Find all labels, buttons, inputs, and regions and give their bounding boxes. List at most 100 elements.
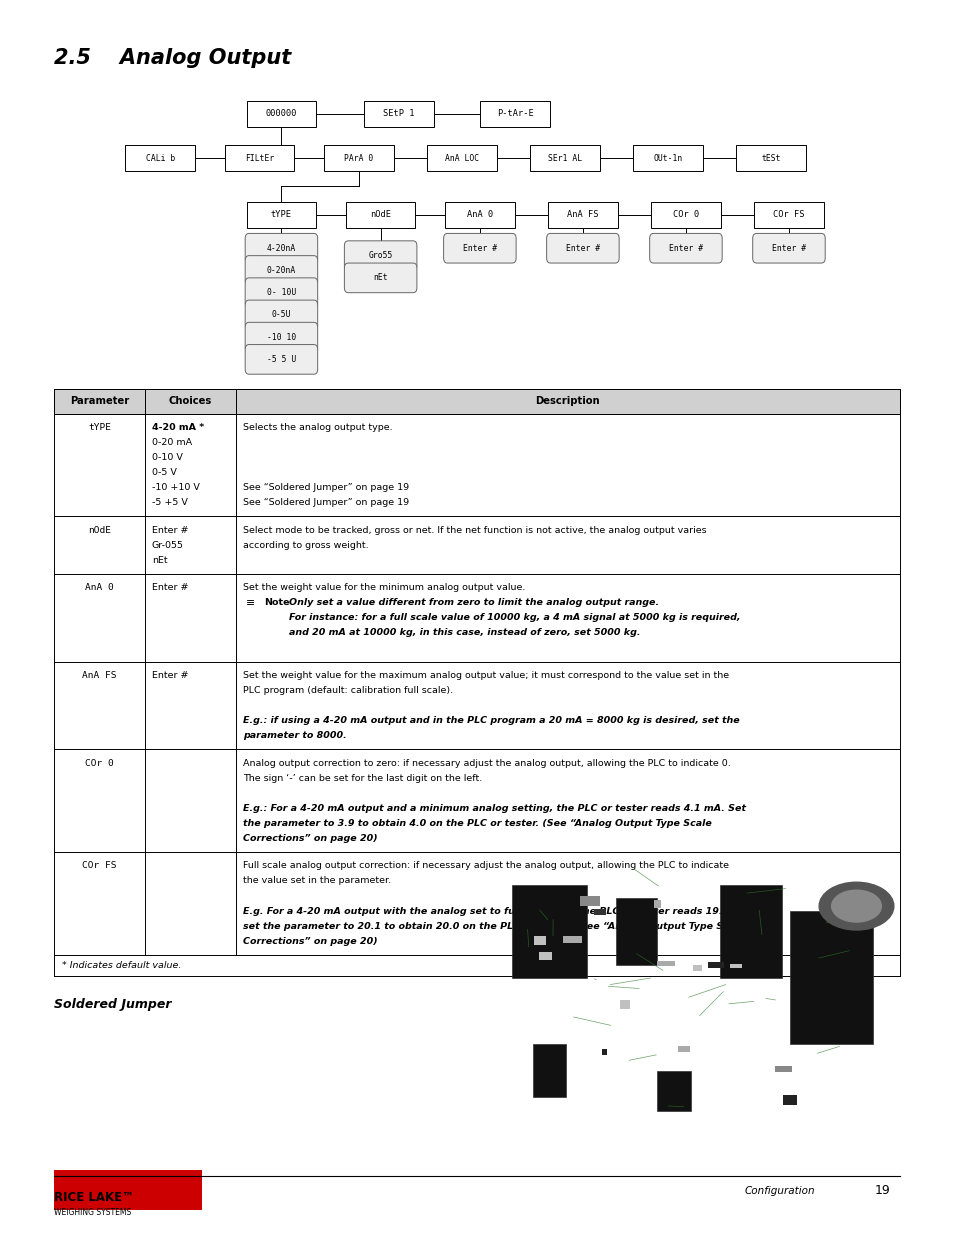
Text: PArA 0: PArA 0 [344,153,373,163]
Text: the parameter to 3.9 to obtain 4.0 on the PLC or tester. (See “Analog Output Typ: the parameter to 3.9 to obtain 4.0 on th… [243,819,711,827]
Bar [781,1095,796,1105]
Text: Enter #: Enter # [152,583,188,593]
Text: nEt: nEt [152,556,167,564]
Text: 19: 19 [874,1184,889,1197]
Text: Enter #: Enter # [152,671,188,680]
FancyBboxPatch shape [529,146,598,170]
Text: Corrections” on page 20): Corrections” on page 20) [243,936,377,946]
Text: set the parameter to 20.1 to obtain 20.0 on the PLC or tester. (See “Analog Outp: set the parameter to 20.1 to obtain 20.0… [243,921,744,931]
FancyBboxPatch shape [246,201,316,227]
Text: Selects the analog output type.: Selects the analog output type. [243,422,393,432]
Text: AnA 0: AnA 0 [466,210,493,220]
Text: according to gross weight.: according to gross weight. [243,541,369,550]
Text: P-tAr-E: P-tAr-E [497,109,533,119]
Bar [729,965,741,968]
Text: * Indicates default value.: * Indicates default value. [62,961,181,969]
Text: The sign ‘-’ can be set for the last digit on the left.: The sign ‘-’ can be set for the last dig… [243,773,482,783]
Bar [619,1000,630,1009]
Bar [678,1046,689,1052]
Bar [512,884,586,978]
Bar [538,952,551,960]
Bar [54,1170,202,1210]
Text: Configuration: Configuration [743,1186,814,1195]
Bar [693,965,700,971]
FancyBboxPatch shape [480,101,549,126]
Text: CALi b: CALi b [146,153,174,163]
FancyBboxPatch shape [126,146,194,170]
Text: ≡: ≡ [246,598,255,608]
FancyBboxPatch shape [736,146,804,170]
Text: Enter #: Enter # [565,243,599,253]
Bar [707,962,723,968]
Text: 0- 10U: 0- 10U [267,288,295,298]
Bar [657,1071,690,1110]
Text: 4-20nA: 4-20nA [267,243,295,253]
Bar [654,900,660,908]
Text: -5 5 U: -5 5 U [267,354,295,364]
Text: -5 +5 V: -5 +5 V [152,498,188,508]
Text: E.g.: if using a 4-20 mA output and in the PLC program a 20 mA = 8000 kg is desi: E.g.: if using a 4-20 mA output and in t… [243,716,740,725]
Bar [562,936,581,942]
FancyBboxPatch shape [753,201,822,227]
Text: 0-20nA: 0-20nA [267,266,295,275]
Text: OUt-1n: OUt-1n [653,153,681,163]
FancyBboxPatch shape [443,233,516,263]
Circle shape [831,890,881,923]
Bar [534,936,545,945]
Text: nEt: nEt [373,273,388,283]
Text: E.g.: For a 4-20 mA output and a minimum analog setting, the PLC or tester reads: E.g.: For a 4-20 mA output and a minimum… [243,804,745,813]
Text: WEIGHING SYSTEMS: WEIGHING SYSTEMS [54,1208,132,1218]
Text: Only set a value different from zero to limit the analog output range.: Only set a value different from zero to … [289,598,659,608]
Text: 0-10 V: 0-10 V [152,453,182,462]
FancyBboxPatch shape [444,201,514,227]
Text: For instance: for a full scale value of 10000 kg, a 4 mA signal at 5000 kg is re: For instance: for a full scale value of … [289,614,740,622]
Text: Full scale analog output correction: if necessary adjust the analog output, allo: Full scale analog output correction: if … [243,861,728,871]
FancyBboxPatch shape [546,233,618,263]
Text: Gr-055: Gr-055 [152,541,184,550]
FancyBboxPatch shape [344,241,416,270]
FancyBboxPatch shape [245,345,317,374]
FancyBboxPatch shape [345,201,416,227]
Text: See “Soldered Jumper” on page 19: See “Soldered Jumper” on page 19 [243,483,409,493]
Text: AnA FS: AnA FS [82,671,117,680]
Text: RICE LAKE™: RICE LAKE™ [54,1192,134,1204]
Text: Gro55: Gro55 [368,251,393,261]
Text: nOdE: nOdE [370,210,391,220]
FancyBboxPatch shape [650,201,720,227]
Text: Soldered Jumper: Soldered Jumper [54,998,172,1011]
Text: FILtEr: FILtEr [245,153,274,163]
Text: COr 0: COr 0 [85,758,114,768]
FancyBboxPatch shape [649,233,721,263]
FancyBboxPatch shape [225,146,294,170]
FancyBboxPatch shape [427,146,496,170]
Text: parameter to 8000.: parameter to 8000. [243,731,347,740]
Text: nOdE: nOdE [88,526,112,535]
FancyBboxPatch shape [633,146,701,170]
Text: Enter #: Enter # [668,243,702,253]
FancyBboxPatch shape [245,322,317,352]
Text: AnA LOC: AnA LOC [444,153,478,163]
Text: Set the weight value for the maximum analog output value; it must correspond to : Set the weight value for the maximum ana… [243,671,729,680]
FancyBboxPatch shape [245,256,317,285]
Text: 000000: 000000 [265,109,297,119]
FancyBboxPatch shape [245,300,317,330]
Text: 2.5    Analog Output: 2.5 Analog Output [54,48,292,68]
Text: Note: Note [264,598,290,608]
Text: Choices: Choices [169,396,212,406]
Text: 4-20 mA *: 4-20 mA * [152,422,204,432]
Text: SEtP 1: SEtP 1 [382,109,415,119]
FancyBboxPatch shape [364,101,433,126]
Text: tESt: tESt [760,153,780,163]
Text: Corrections” on page 20): Corrections” on page 20) [243,834,377,844]
Bar [54,389,899,414]
Bar [532,1045,565,1098]
Text: 0-20 mA: 0-20 mA [152,438,192,447]
FancyBboxPatch shape [752,233,824,263]
FancyBboxPatch shape [246,101,316,126]
FancyBboxPatch shape [245,233,317,263]
Text: Enter #: Enter # [771,243,805,253]
Bar [594,909,605,915]
Text: Description: Description [535,396,599,406]
Text: PLC program (default: calibration full scale).: PLC program (default: calibration full s… [243,685,453,695]
Bar [657,961,674,966]
